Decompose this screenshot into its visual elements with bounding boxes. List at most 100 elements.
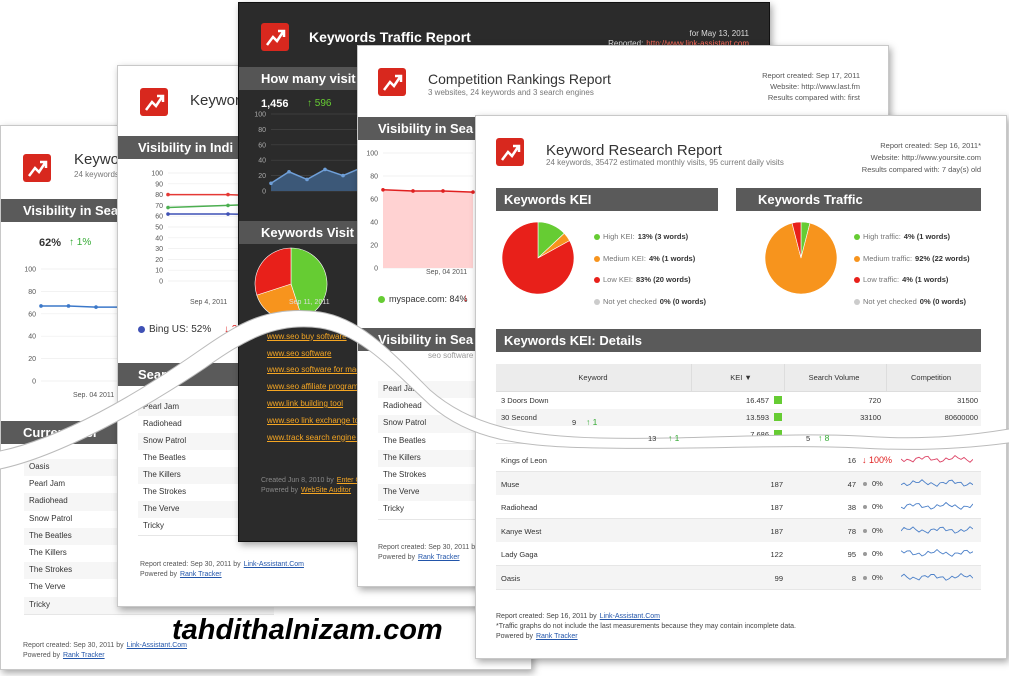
kei-square xyxy=(774,396,782,404)
legend-value: 0% (0 words) xyxy=(659,296,707,306)
list-item: The Verve xyxy=(143,504,180,513)
note: seo software xyxy=(428,351,474,360)
point xyxy=(411,189,415,193)
bullet xyxy=(863,481,867,486)
bullet xyxy=(378,296,385,303)
partial-value: 13 xyxy=(648,434,657,443)
line-chart: 0 20 40 60 80 100 xyxy=(366,151,475,273)
cell: 187 xyxy=(770,479,783,489)
list-item: The Killers xyxy=(143,470,181,479)
logo-arrow-path xyxy=(501,144,521,161)
y-tick-label: 20 xyxy=(370,243,378,250)
point xyxy=(287,169,291,174)
cell: 720 xyxy=(868,396,881,405)
legend-label: Not yet checked xyxy=(603,296,657,306)
sparkline-path xyxy=(901,572,973,581)
stat: 62% xyxy=(39,237,62,249)
bullet xyxy=(863,552,867,556)
list-item: Tricky xyxy=(143,521,165,530)
legend-value: 4% (1 words) xyxy=(903,232,951,241)
list-item: The Beatles xyxy=(29,530,72,540)
legend-dot xyxy=(854,255,860,262)
bullet xyxy=(863,505,867,509)
link: www.seo link exchange tool xyxy=(267,415,366,425)
footer-line: Powered by WebSite Auditor xyxy=(261,487,351,494)
cell: 30 Second xyxy=(501,413,537,422)
legend-item: Not yet checked 0% (0 words) xyxy=(594,297,706,306)
legend-dot xyxy=(854,234,860,241)
footer-link: Rank Tracker xyxy=(62,652,105,659)
cell: 13.593 xyxy=(746,413,769,422)
footer-note: *Traffic graphs do not include the last … xyxy=(496,623,797,630)
footer-text: Report created: Sep 30, 2011 by xyxy=(23,642,124,649)
line xyxy=(270,167,362,184)
footer-line: Powered by Rank Tracker xyxy=(378,554,460,561)
logo-arrow xyxy=(266,29,286,46)
footer-text: Report created: Sep 30, 2011 by xyxy=(378,544,479,551)
list-item: The Strokes xyxy=(29,565,73,575)
legend-dot xyxy=(594,255,600,262)
x-label: Sep 11, 2011 xyxy=(289,299,330,306)
cell: 122 xyxy=(770,550,783,559)
kei-square xyxy=(774,430,782,438)
point xyxy=(94,305,98,309)
sparkline-path xyxy=(901,501,973,510)
footer-link: Rank Tracker xyxy=(535,633,578,640)
section-band: Keywords Traffic xyxy=(736,188,981,211)
footer-text: Report created: Sep 30, 2011 by xyxy=(140,561,241,568)
change: 0% xyxy=(872,478,883,488)
change: 0% xyxy=(872,572,883,582)
sparkline-path xyxy=(901,454,973,463)
reported-line: Reported: http://www.link-assistant.com xyxy=(608,39,749,48)
logo-arrow-path xyxy=(28,160,48,177)
logo-arrow xyxy=(501,144,521,161)
point xyxy=(305,177,309,182)
legend-item: High KEI: 13% (3 words) xyxy=(594,232,688,241)
list-item: Tricky xyxy=(29,599,51,609)
list-item: Radiohead xyxy=(383,401,422,411)
report-card: Keyword Research Report 24 keywords, 3547… xyxy=(475,115,1007,659)
list-item: Pearl Jam xyxy=(29,479,66,489)
logo xyxy=(378,68,406,96)
stat-change: ↓ xyxy=(463,293,468,304)
legend-dot xyxy=(594,298,600,305)
footer-line: Powered by Rank Tracker xyxy=(140,571,222,578)
legend-label: Medium KEI: xyxy=(603,253,646,263)
footer-text: Powered by xyxy=(496,633,533,640)
link: www.link building tool xyxy=(267,399,344,408)
logo-arrow-path xyxy=(266,29,286,46)
report-subtitle: 3 websites, 24 keywords and 3 search eng… xyxy=(428,88,594,97)
point xyxy=(441,189,445,193)
kei-square xyxy=(774,413,782,421)
footer-text: Powered by xyxy=(23,652,60,659)
point xyxy=(166,205,170,210)
report-title: Keyword Research Report xyxy=(546,142,722,159)
legend-dot xyxy=(594,234,600,241)
y-tick-label: 40 xyxy=(370,220,378,227)
cell: 3 Doors Down xyxy=(501,396,549,405)
footer-link: Rank Tracker xyxy=(417,554,460,561)
partial-value: 5 xyxy=(806,434,811,443)
legend-item: Low KEI: 83% (20 words) xyxy=(594,275,691,284)
legend-value: 83% (20 words) xyxy=(636,275,691,284)
legend-label: Low traffic: xyxy=(863,275,900,284)
list-item: The Killers xyxy=(383,452,421,462)
cell: Muse xyxy=(501,479,520,489)
list-item: The Verve xyxy=(29,582,66,592)
column-header: Search Volume xyxy=(808,373,860,382)
sparkline xyxy=(901,548,973,557)
sparkline xyxy=(901,454,973,463)
report-title: Keywords Traffic Report xyxy=(309,29,471,45)
sparkline xyxy=(901,525,973,534)
point xyxy=(166,192,170,197)
cell: 38 xyxy=(847,503,856,512)
list-item: Snow Patrol xyxy=(143,436,187,445)
report-info: Website: http://www.last.fm xyxy=(770,82,860,91)
section-band: Keywords KEI: Details xyxy=(496,329,981,352)
sparkline-path xyxy=(901,525,973,534)
point xyxy=(381,188,385,192)
y-tick-label: 100 xyxy=(24,267,36,274)
cell: 8 xyxy=(851,573,856,583)
y-tick-label: 40 xyxy=(155,235,163,242)
